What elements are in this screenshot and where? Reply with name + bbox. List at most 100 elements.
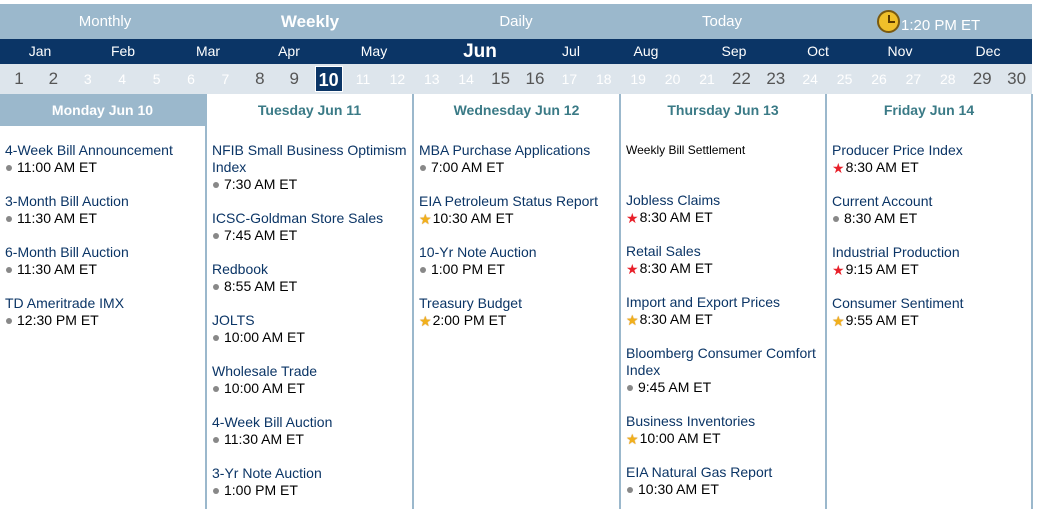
day-5[interactable]: 5 — [152, 71, 161, 87]
month-sep[interactable]: Sep — [721, 43, 747, 59]
day-4[interactable]: 4 — [118, 71, 127, 87]
day-10[interactable]: 10 — [314, 66, 343, 92]
day-25[interactable]: 25 — [836, 71, 853, 87]
day-24[interactable]: 24 — [802, 71, 818, 87]
event-title-link[interactable]: JOLTS — [212, 312, 255, 328]
bullet-dot-icon — [213, 283, 219, 290]
day-11[interactable]: 11 — [355, 71, 371, 87]
tab-monthly[interactable]: Monthly — [78, 13, 132, 30]
event-title-link[interactable]: 6-Month Bill Auction — [5, 244, 129, 260]
day-28[interactable]: 28 — [940, 71, 956, 87]
day-column-header[interactable]: Wednesday Jun 12 — [414, 94, 619, 126]
event-time: 11:30 AM ET — [17, 210, 97, 226]
tab-weekly[interactable]: Weekly — [280, 12, 340, 31]
bullet-dot-icon — [420, 164, 426, 171]
event-item: Bloomberg Consumer Comfort Index 9:45 AM … — [626, 345, 825, 396]
event-item: Consumer Sentiment ★ 9:55 AM ET — [832, 295, 1031, 329]
event-title-link[interactable]: Bloomberg Consumer Comfort Index — [626, 345, 816, 378]
event-time-row: 7:00 AM ET — [419, 159, 619, 176]
day-column-header[interactable]: Friday Jun 14 — [827, 94, 1031, 126]
day-column-header[interactable]: Thursday Jun 13 — [621, 94, 825, 126]
bullet-dot-icon — [6, 215, 12, 222]
event-title-link[interactable]: 4-Week Bill Announcement — [5, 142, 173, 158]
event-item: TD Ameritrade IMX 12:30 PM ET — [5, 295, 205, 329]
day-26[interactable]: 26 — [871, 71, 887, 87]
day-19[interactable]: 19 — [630, 71, 646, 87]
event-title-link[interactable]: Producer Price Index — [832, 142, 963, 158]
event-time: 11:30 AM ET — [224, 431, 304, 447]
event-title-link[interactable]: NFIB Small Business Optimism Index — [212, 142, 407, 175]
day-column: Friday Jun 14 Producer Price Index ★ 8:30 A… — [827, 94, 1033, 509]
event-title-link[interactable]: Retail Sales — [626, 243, 701, 259]
day-18[interactable]: 18 — [596, 71, 612, 87]
event-time: 9:15 AM ET — [845, 261, 919, 277]
day-16[interactable]: 16 — [525, 69, 545, 88]
event-time-row: ★ 10:30 AM ET — [419, 210, 619, 227]
month-mar[interactable]: Mar — [195, 43, 221, 59]
day-29[interactable]: 29 — [972, 69, 992, 88]
day-17[interactable]: 17 — [561, 71, 578, 87]
month-apr[interactable]: Apr — [278, 43, 300, 59]
event-title-link[interactable]: Consumer Sentiment — [832, 295, 964, 311]
event-title-link[interactable]: TD Ameritrade IMX — [5, 295, 125, 311]
day-15[interactable]: 15 — [491, 69, 511, 88]
event-title-link[interactable]: 3-Yr Note Auction — [212, 465, 322, 481]
day-30[interactable]: 30 — [1007, 69, 1027, 88]
event-title-link[interactable]: Jobless Claims — [626, 192, 721, 208]
day-14[interactable]: 14 — [458, 71, 474, 87]
month-aug[interactable]: Aug — [633, 43, 659, 59]
event-title-link[interactable]: 10-Yr Note Auction — [419, 244, 537, 260]
bullet-dot-icon — [6, 164, 12, 171]
month-nov[interactable]: Nov — [887, 43, 913, 59]
day-column: Wednesday Jun 12 MBA Purchase Application… — [414, 94, 621, 509]
event-time: 10:00 AM ET — [639, 430, 721, 446]
month-feb[interactable]: Feb — [110, 43, 136, 59]
day-23[interactable]: 23 — [766, 69, 786, 88]
day-8[interactable]: 8 — [255, 69, 265, 88]
event-item: 3-Month Bill Auction 11:30 AM ET — [5, 193, 205, 227]
day-1[interactable]: 1 — [14, 69, 24, 88]
month-may[interactable]: May — [360, 43, 388, 59]
event-time-row: ★ 9:55 AM ET — [832, 312, 1031, 329]
day-27[interactable]: 27 — [905, 71, 922, 87]
event-time: 7:30 AM ET — [224, 176, 298, 192]
day-13[interactable]: 13 — [424, 71, 440, 87]
day-2[interactable]: 2 — [48, 69, 59, 88]
day-3[interactable]: 3 — [83, 71, 92, 87]
bullet-dot-icon — [627, 486, 633, 493]
event-title-link[interactable]: ICSC-Goldman Store Sales — [212, 210, 384, 226]
day-6[interactable]: 6 — [187, 71, 195, 87]
event-title-link[interactable]: Business Inventories — [626, 413, 756, 429]
event-title-link[interactable]: Current Account — [832, 193, 933, 209]
event-time-row: ★ 10:00 AM ET — [626, 430, 825, 447]
event-title-link[interactable]: Wholesale Trade — [212, 363, 318, 379]
event-time: 8:30 AM ET — [845, 159, 919, 175]
tab-today[interactable]: Today — [701, 13, 743, 30]
event-title-link: Weekly Bill Settlement — [626, 143, 746, 157]
month-dec[interactable]: Dec — [975, 43, 1001, 59]
day-20[interactable]: 20 — [664, 71, 681, 87]
event-time-row: 7:45 AM ET — [212, 227, 412, 244]
event-title-link[interactable]: Redbook — [212, 261, 269, 277]
event-title-link[interactable]: 3-Month Bill Auction — [5, 193, 129, 209]
day-22[interactable]: 22 — [731, 69, 751, 88]
day-12[interactable]: 12 — [389, 71, 406, 87]
month-oct[interactable]: Oct — [807, 43, 829, 59]
day-21[interactable]: 21 — [699, 71, 715, 87]
event-title-link[interactable]: EIA Petroleum Status Report — [419, 193, 598, 209]
day-7[interactable]: 7 — [221, 71, 230, 87]
event-title-link[interactable]: Import and Export Prices — [626, 294, 781, 310]
event-item: Current Account 8:30 AM ET — [832, 193, 1031, 227]
event-title-link[interactable]: Industrial Production — [832, 244, 960, 260]
day-column-header[interactable]: Tuesday Jun 11 — [207, 94, 412, 126]
event-title-link[interactable]: Treasury Budget — [419, 295, 522, 311]
event-title-link[interactable]: EIA Natural Gas Report — [626, 464, 773, 480]
tab-daily[interactable]: Daily — [499, 13, 533, 30]
day-9[interactable]: 9 — [289, 69, 299, 88]
day-column-header[interactable]: Monday Jun 10 — [0, 94, 205, 126]
month-jun[interactable]: Jun — [463, 41, 497, 62]
event-title-link[interactable]: 4-Week Bill Auction — [212, 414, 333, 430]
month-jan[interactable]: Jan — [28, 43, 52, 59]
month-jul[interactable]: Jul — [562, 43, 580, 59]
event-title-link[interactable]: MBA Purchase Applications — [419, 142, 591, 158]
